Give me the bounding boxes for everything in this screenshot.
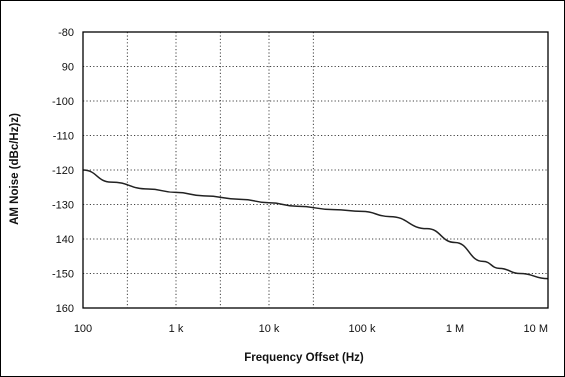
y-axis-title: AM Noise (dBc/Hz)z) bbox=[9, 113, 21, 225]
x-tick-label: 100 bbox=[74, 323, 92, 335]
y-tick-label: -130 bbox=[52, 200, 74, 212]
series-layer bbox=[82, 169, 549, 280]
y-tick-label: 140 bbox=[56, 234, 74, 246]
x-tick-label: 10 k bbox=[259, 323, 280, 335]
grid-layer bbox=[83, 32, 548, 308]
x-tick-label: 1 k bbox=[169, 323, 184, 335]
x-tick-labels: 100 1 k 10 k 100 k 1 M 10 M bbox=[74, 323, 548, 335]
y-tick-label: -150 bbox=[52, 269, 74, 281]
plot-area-border bbox=[82, 31, 549, 309]
am-noise-series-line bbox=[82, 169, 549, 280]
x-tick-label: 100 k bbox=[349, 323, 376, 335]
y-tick-label: -120 bbox=[52, 165, 74, 177]
x-axis-title: Frequency Offset (Hz) bbox=[244, 352, 364, 364]
y-tick-label: 160 bbox=[56, 303, 74, 315]
y-tick-label: -80 bbox=[58, 27, 74, 39]
y-tick-label: -100 bbox=[52, 96, 74, 108]
x-tick-label: 10 M bbox=[524, 323, 548, 335]
y-tick-labels: -80 90 -100 -110 -120 -130 140 -150 160 bbox=[52, 27, 74, 315]
y-tick-label: -110 bbox=[53, 131, 74, 143]
x-tick-label: 1 M bbox=[446, 323, 464, 335]
y-tick-label: 90 bbox=[62, 62, 74, 74]
